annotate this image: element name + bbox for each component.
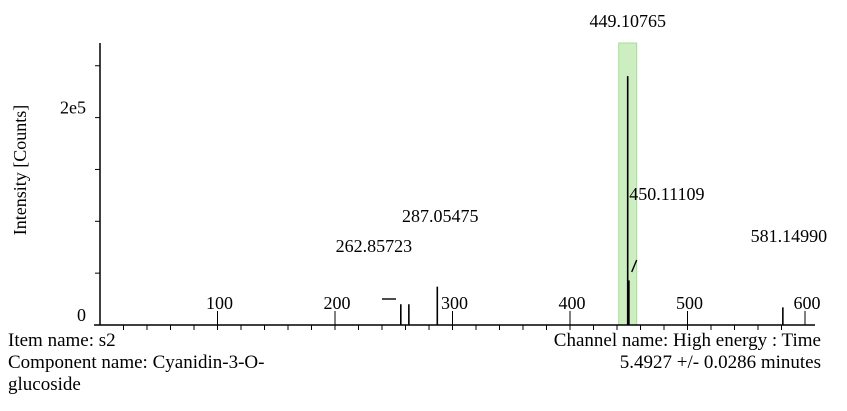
info-left: Item name: s2 Component name: Cyanidin-3…	[8, 330, 264, 396]
channel-name: Channel name: High energy : Time	[553, 330, 821, 351]
x-tick-label: 500	[676, 293, 703, 313]
peak-label: 449.10765	[589, 11, 666, 31]
component-name-continued: glucoside	[8, 374, 81, 395]
peak-leader	[631, 259, 638, 273]
y-axis-label: Intensity [Counts]	[10, 105, 30, 236]
peak-label: 262.85723	[336, 236, 413, 256]
x-tick-label: 300	[441, 293, 468, 313]
x-tick-label: 400	[559, 293, 586, 313]
info-right: Channel name: High energy : Time 5.4927 …	[554, 330, 821, 374]
x-tick-label: 600	[794, 293, 821, 313]
y-tick-label: 2e5	[60, 98, 86, 118]
item-name: Item name: s2	[8, 330, 116, 351]
x-tick-label: 200	[324, 293, 351, 313]
x-tick-label: 100	[206, 293, 233, 313]
component-name: Component name: Cyanidin-3-O-	[8, 352, 265, 373]
peak-label: 450.11109	[629, 184, 704, 204]
peak-label: 287.05475	[402, 206, 479, 226]
peak-label: 581.14990	[751, 226, 828, 246]
time-range: 5.4927 +/- 0.0286 minutes	[619, 352, 821, 373]
y-tick-label: 0	[77, 305, 86, 325]
